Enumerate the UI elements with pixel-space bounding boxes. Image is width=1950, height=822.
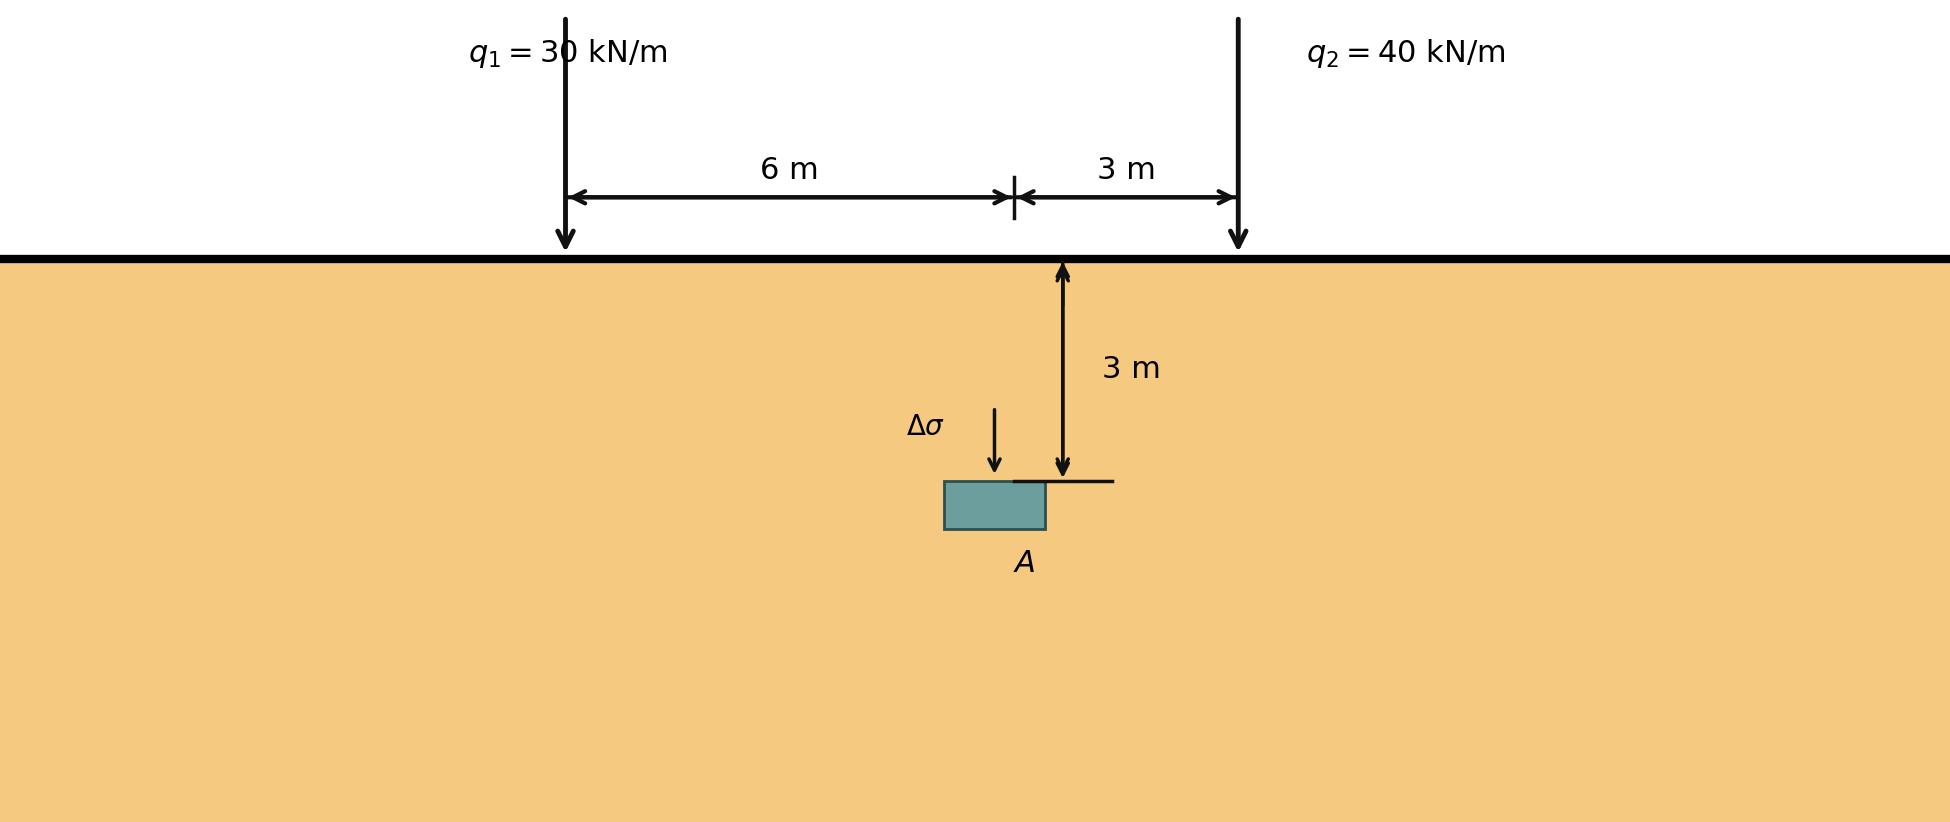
Text: 6 m: 6 m (760, 156, 819, 185)
Text: 3 m: 3 m (1096, 156, 1156, 185)
Text: 3 m: 3 m (1102, 355, 1160, 385)
Bar (944, 481, 1045, 529)
Text: $q_2 = 40\ \mathrm{kN/m}$: $q_2 = 40\ \mathrm{kN/m}$ (1306, 37, 1505, 70)
Bar (0, 259, 1950, 822)
Text: $\Delta\sigma$: $\Delta\sigma$ (907, 413, 946, 441)
Bar (0, 0, 1950, 259)
Text: $q_1 = 30\ \mathrm{kN/m}$: $q_1 = 30\ \mathrm{kN/m}$ (468, 37, 667, 70)
Text: A: A (1014, 549, 1035, 578)
